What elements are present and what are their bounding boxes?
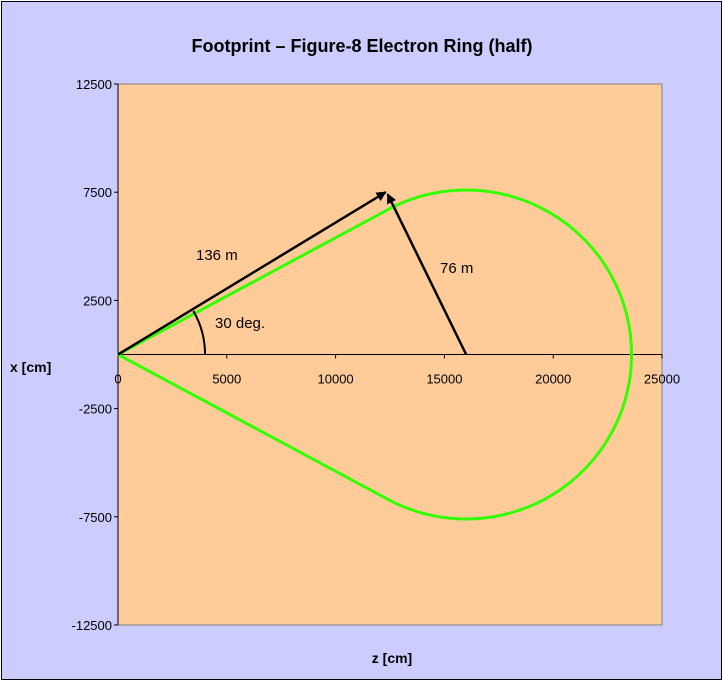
x-axis-title: z [cm] bbox=[372, 650, 412, 666]
x-tick-label: 0 bbox=[114, 372, 121, 387]
y-axis-title: x [cm] bbox=[10, 359, 51, 375]
x-tick-labels: 0 5000 10000 15000 20000 25000 bbox=[114, 354, 680, 387]
annotation-30deg: 30 deg. bbox=[215, 315, 265, 332]
y-tick-label: 2500 bbox=[83, 293, 112, 308]
y-tick-label: -12500 bbox=[72, 618, 112, 633]
ring-footprint-line bbox=[117, 188, 633, 521]
x-tick-label: 10000 bbox=[318, 372, 354, 387]
annotation-136m: 136 m bbox=[196, 247, 238, 264]
angle-arc bbox=[192, 310, 207, 355]
x-tick-label: 15000 bbox=[426, 372, 462, 387]
x-tick-label: 20000 bbox=[535, 372, 571, 387]
y-tick-label: 7500 bbox=[83, 185, 112, 200]
y-tick-label: 12500 bbox=[76, 77, 112, 92]
annotation-76m: 76 m bbox=[440, 260, 473, 277]
y-tick-label: -2500 bbox=[79, 402, 112, 417]
x-tick-label: 5000 bbox=[212, 372, 241, 387]
y-tick-label: -7500 bbox=[79, 510, 112, 525]
x-tick-label: 25000 bbox=[644, 372, 680, 387]
arrow-136m bbox=[117, 191, 387, 356]
y-tick-labels: 12500 7500 2500 -2500 -7500 -12500 bbox=[72, 77, 118, 633]
chart-title: Footprint – Figure-8 Electron Ring (half… bbox=[192, 36, 533, 56]
arrow-76m bbox=[386, 193, 468, 356]
